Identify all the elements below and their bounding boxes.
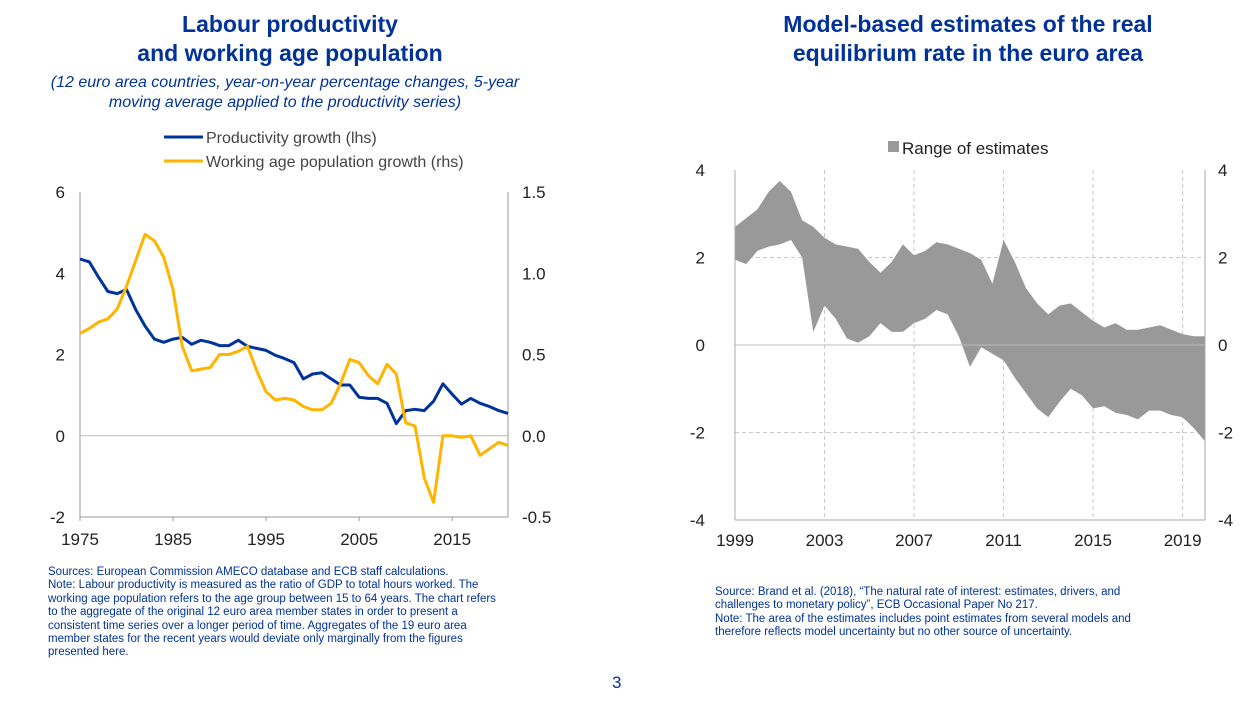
legend-label-1: Working age population growth (rhs) <box>206 154 464 171</box>
left-y-tick-2: 0 <box>696 336 705 355</box>
right-title-line1: Model-based estimates of the real <box>783 11 1153 37</box>
right-y-tick-1: 0.0 <box>522 427 546 446</box>
left-chart-title: Labour productivity and working age popu… <box>40 10 540 68</box>
right-y-tick-4: 4 <box>1218 161 1227 180</box>
right-chart-title: Model-based estimates of the real equili… <box>718 10 1218 68</box>
right-title-line2: equilibrium rate in the euro area <box>792 40 1144 66</box>
left-y-tick-4: 4 <box>696 161 705 180</box>
left-note-line-6: presented here. <box>48 646 129 659</box>
right-y-tick-1: -2 <box>1218 424 1233 443</box>
x-tick-1: 1985 <box>154 530 192 549</box>
legend-label-0: Range of estimates <box>902 139 1048 158</box>
population-line <box>79 232 509 504</box>
right-chart: -4 -4 -2 -2 0 0 2 2 4 4 1999 2003 2007 2011 2015 2019 Ra… <box>690 139 1233 550</box>
left-y-tick-4: 6 <box>56 183 65 202</box>
x-tick-4: 2015 <box>1074 531 1112 550</box>
x-tick-5: 2019 <box>1164 531 1202 550</box>
x-tick-0: 1975 <box>61 530 99 549</box>
left-chart-subtitle: (12 euro area countries, year-on-year pe… <box>0 73 570 113</box>
left-chart-note: Sources: European Commission AMECO datab… <box>48 566 568 660</box>
left-note-line-2: working age population refers to the age… <box>48 592 496 605</box>
x-tick-4: 2015 <box>433 530 471 549</box>
legend-swatch-0 <box>888 141 899 152</box>
right-chart-note: Source: Brand et al. (2018), “The natura… <box>715 586 1215 640</box>
left-subtitle-line2: moving average applied to the productivi… <box>108 94 462 111</box>
left-note-line-0: Sources: European Commission AMECO datab… <box>48 566 449 578</box>
right-y-tick-4: 1.5 <box>522 183 546 202</box>
left-note-line-5: member states for the recent years would… <box>48 633 463 646</box>
left-y-tick-3: 2 <box>696 249 705 268</box>
x-tick-2: 1995 <box>247 530 285 549</box>
x-tick-3: 2011 <box>985 531 1022 550</box>
page-number: 3 <box>612 673 622 692</box>
right-note-line-3: therefore reflects model uncertainty but… <box>715 626 1073 639</box>
left-y-tick-1: -2 <box>690 424 705 443</box>
left-note-line-1: Note: Labour productivity is measured as… <box>48 579 479 592</box>
left-y-tick-2: 2 <box>56 346 65 365</box>
x-tick-1: 2003 <box>806 531 844 550</box>
left-y-tick-0: -2 <box>50 508 65 527</box>
range-area <box>735 180 1205 442</box>
x-tick-2: 2007 <box>895 531 933 550</box>
right-note-line-0: Source: Brand et al. (2018), “The natura… <box>715 586 1121 598</box>
left-chart: -2 0 2 4 6 -0.5 0.0 0.5 1.0 1.5 1975 1985 1995 2005 20… <box>50 130 551 549</box>
left-y-tick-0: -4 <box>690 511 705 530</box>
right-y-tick-3: 2 <box>1218 249 1227 268</box>
left-y-tick-3: 4 <box>56 264 65 283</box>
legend-label-0: Productivity growth (lhs) <box>206 130 377 147</box>
right-y-tick-0: -4 <box>1218 511 1233 530</box>
left-title-line2: and working age population <box>137 40 443 66</box>
left-note-line-4: consistent time series over a longer per… <box>48 619 467 632</box>
left-title-line1: Labour productivity <box>182 11 398 37</box>
right-note-line-2: Note: The area of the estimates includes… <box>715 612 1131 625</box>
productivity-line <box>79 257 509 426</box>
x-tick-3: 2005 <box>340 530 378 549</box>
right-y-tick-3: 1.0 <box>522 264 546 283</box>
right-y-tick-2: 0.5 <box>522 346 546 365</box>
right-note-line-1: challenges to monetary policy”, ECB Occa… <box>715 599 1038 612</box>
left-subtitle-line1: (12 euro area countries, year-on-year pe… <box>50 74 520 91</box>
right-y-tick-2: 0 <box>1218 336 1227 355</box>
left-y-tick-1: 0 <box>56 427 65 446</box>
x-tick-0: 1999 <box>716 531 754 550</box>
right-y-tick-0: -0.5 <box>522 508 551 527</box>
left-note-line-3: to the aggregate of the original 12 euro… <box>48 606 458 619</box>
